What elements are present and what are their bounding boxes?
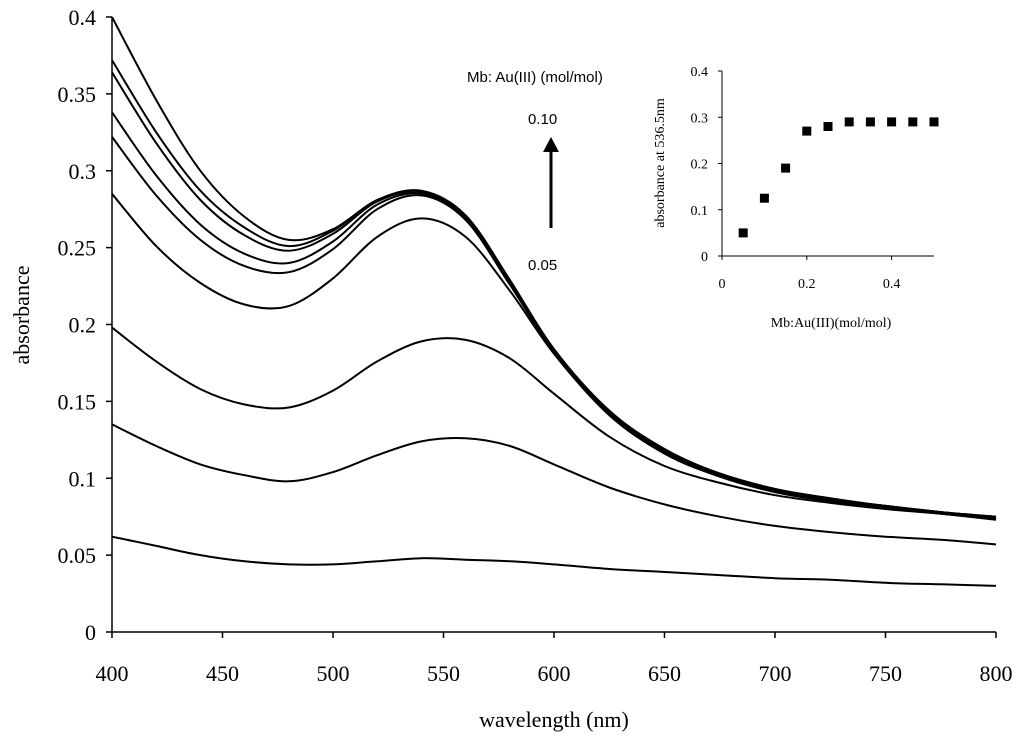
inset-y-tick-label: 0: [701, 250, 708, 265]
inset-points-group: [738, 117, 939, 238]
spectrum-line-curve-3: [111, 326, 997, 520]
inset-x-ticks: 0 0.2 0.4: [719, 256, 901, 292]
mole-ratio-annotation: Mb: Au(III) (mol/mol) 0.10 0.05: [467, 69, 603, 274]
main-y-tick-label: 0.35: [58, 82, 97, 107]
spectrum-line-curve-1: [111, 535, 997, 587]
arrow-top-label: 0.10: [528, 111, 557, 128]
spectrum-line-curve-2: [111, 423, 997, 546]
main-y-tick-label: 0.05: [58, 543, 97, 568]
main-x-tick-label: 400: [96, 661, 129, 686]
main-x-tick-label: 800: [980, 661, 1013, 686]
inset-y-tick-label: 0.1: [691, 204, 709, 219]
main-y-tick-label: 0.4: [69, 5, 97, 30]
inset-x-tick-label: 0: [719, 277, 726, 292]
inset-data-point: [738, 228, 748, 238]
inset-data-point: [887, 117, 897, 127]
inset-y-ticks: 0 0.1 0.2 0.3 0.4: [691, 65, 722, 265]
main-y-ticks: 0 0.05 0.1 0.15 0.2 0.25 0.3 0.35 0.4: [58, 5, 112, 645]
spectrum-line-curve-4: [111, 193, 997, 521]
inset-data-point: [781, 163, 791, 173]
arrow-bottom-label: 0.05: [528, 257, 557, 274]
main-x-tick-label: 450: [206, 661, 239, 686]
spectrum-line-curve-9: [111, 16, 997, 518]
main-x-ticks: 400 450 500 550 600 650 700 750 800: [96, 632, 1013, 686]
main-x-tick-label: 700: [759, 661, 792, 686]
main-x-tick-label: 500: [317, 661, 350, 686]
inset-y-tick-label: 0.3: [691, 111, 709, 126]
spectrum-line-curve-7: [111, 71, 997, 520]
inset-data-point: [823, 122, 833, 131]
inset-plot: 0 0.1 0.2 0.3 0.4 0 0.2 0.4 Mb:Au(III)(mol/mol…: [653, 65, 939, 331]
main-x-tick-label: 750: [869, 661, 902, 686]
main-plot: 0 0.05 0.1 0.15 0.2 0.25 0.3 0.35 0.4 400 450 500 5…: [9, 5, 1013, 732]
inset-data-point: [802, 126, 812, 136]
main-x-axis-label: wavelength (nm): [479, 707, 629, 732]
main-x-tick-label: 650: [648, 661, 681, 686]
inset-data-point: [908, 117, 918, 127]
main-y-tick-label: 0.3: [69, 159, 97, 184]
main-y-tick-label: 0.1: [69, 466, 97, 491]
inset-y-tick-label: 0.2: [691, 158, 709, 173]
spectrum-line-curve-8: [111, 59, 997, 518]
main-y-tick-label: 0.15: [58, 389, 97, 414]
inset-y-tick-label: 0.4: [691, 65, 709, 80]
inset-x-tick-label: 0.2: [798, 277, 816, 292]
main-x-tick-label: 550: [427, 661, 460, 686]
increase-arrow-icon: [543, 137, 559, 152]
inset-data-point: [759, 193, 769, 203]
inset-x-axis-label: Mb:Au(III)(mol/mol): [771, 316, 892, 331]
main-y-tick-label: 0.2: [69, 313, 97, 338]
main-x-tick-label: 600: [538, 661, 571, 686]
main-series-group: [111, 16, 997, 587]
annotation-title: Mb: Au(III) (mol/mol): [467, 69, 603, 86]
main-y-tick-label: 0: [85, 620, 96, 645]
inset-x-tick-label: 0.4: [883, 277, 901, 292]
inset-data-point: [844, 117, 854, 127]
inset-y-axis-label: absorbance at 536.5nm: [653, 98, 668, 228]
main-y-axis-label: absorbance: [9, 266, 34, 365]
inset-data-point: [929, 117, 939, 127]
main-y-tick-label: 0.25: [58, 236, 97, 261]
inset-data-point: [865, 117, 875, 127]
